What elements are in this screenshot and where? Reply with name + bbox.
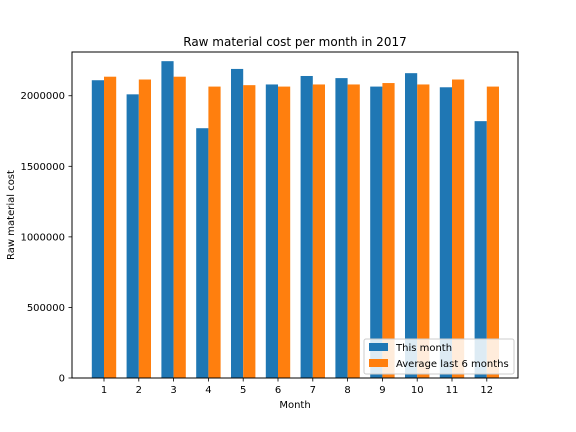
bar-average-6	[278, 86, 291, 378]
x-tick-label: 8	[344, 385, 350, 396]
y-axis-label: Raw material cost	[6, 170, 17, 260]
x-tick-label: 9	[379, 385, 385, 396]
x-axis-ticks: 1 2 3 4 5 6 7 8 9 10 11 12	[101, 378, 493, 396]
x-tick-label: 5	[240, 385, 246, 396]
x-tick-label: 12	[480, 385, 493, 396]
y-tick-label: 0	[59, 374, 65, 385]
bar-average-2	[138, 79, 151, 379]
bar-this-month-7	[300, 75, 313, 379]
bar-average-11	[452, 79, 465, 379]
chart-title: Raw material cost per month in 2017	[183, 35, 406, 49]
bar-average-1	[104, 76, 117, 378]
bar-this-month-10	[405, 73, 418, 379]
x-tick-label: 3	[170, 385, 176, 396]
bar-average-7	[312, 84, 325, 379]
bar-average-12	[486, 86, 499, 378]
y-tick-label: 1500000	[20, 162, 65, 173]
bar-this-month-12	[474, 121, 487, 379]
plot-area-frame	[71, 51, 519, 379]
x-tick-label: 11	[446, 385, 459, 396]
x-tick-label: 4	[205, 385, 211, 396]
y-tick-label: 2000000	[20, 91, 65, 102]
bar-average-3	[173, 76, 186, 378]
legend-label-average: Average last 6 months	[396, 359, 509, 370]
bar-this-month-4	[196, 128, 209, 378]
legend-swatch-this-month	[369, 343, 388, 351]
bar-this-month-8	[335, 78, 348, 379]
x-tick-label: 7	[310, 385, 316, 396]
bar-this-month-1	[91, 80, 104, 378]
y-tick-label: 500000	[27, 303, 65, 314]
bar-this-month-2	[126, 94, 139, 378]
bar-average-10	[417, 84, 430, 379]
x-tick-label: 10	[411, 385, 424, 396]
bar-this-month-9	[370, 86, 383, 378]
x-tick-label: 6	[275, 385, 281, 396]
bar-this-month-5	[231, 68, 244, 378]
x-tick-label: 2	[136, 385, 142, 396]
legend-swatch-average	[369, 359, 388, 367]
bar-this-month-3	[161, 61, 174, 379]
bar-average-5	[243, 85, 256, 378]
legend: This month Average last 6 months	[363, 338, 515, 375]
legend-box	[363, 338, 515, 375]
bar-average-4	[208, 86, 221, 378]
bar-average-8	[347, 84, 360, 379]
bar-this-month-11	[439, 87, 452, 378]
bar-average-9	[382, 83, 395, 379]
bar-this-month-6	[265, 84, 278, 379]
x-axis-label: Month	[279, 400, 310, 411]
x-tick-label: 1	[101, 385, 107, 396]
y-axis-ticks: 0 500000 1000000 1500000 2000000	[20, 91, 72, 385]
y-tick-label: 1000000	[20, 232, 65, 243]
bars-group	[91, 61, 499, 379]
legend-label-this-month: This month	[395, 343, 452, 354]
